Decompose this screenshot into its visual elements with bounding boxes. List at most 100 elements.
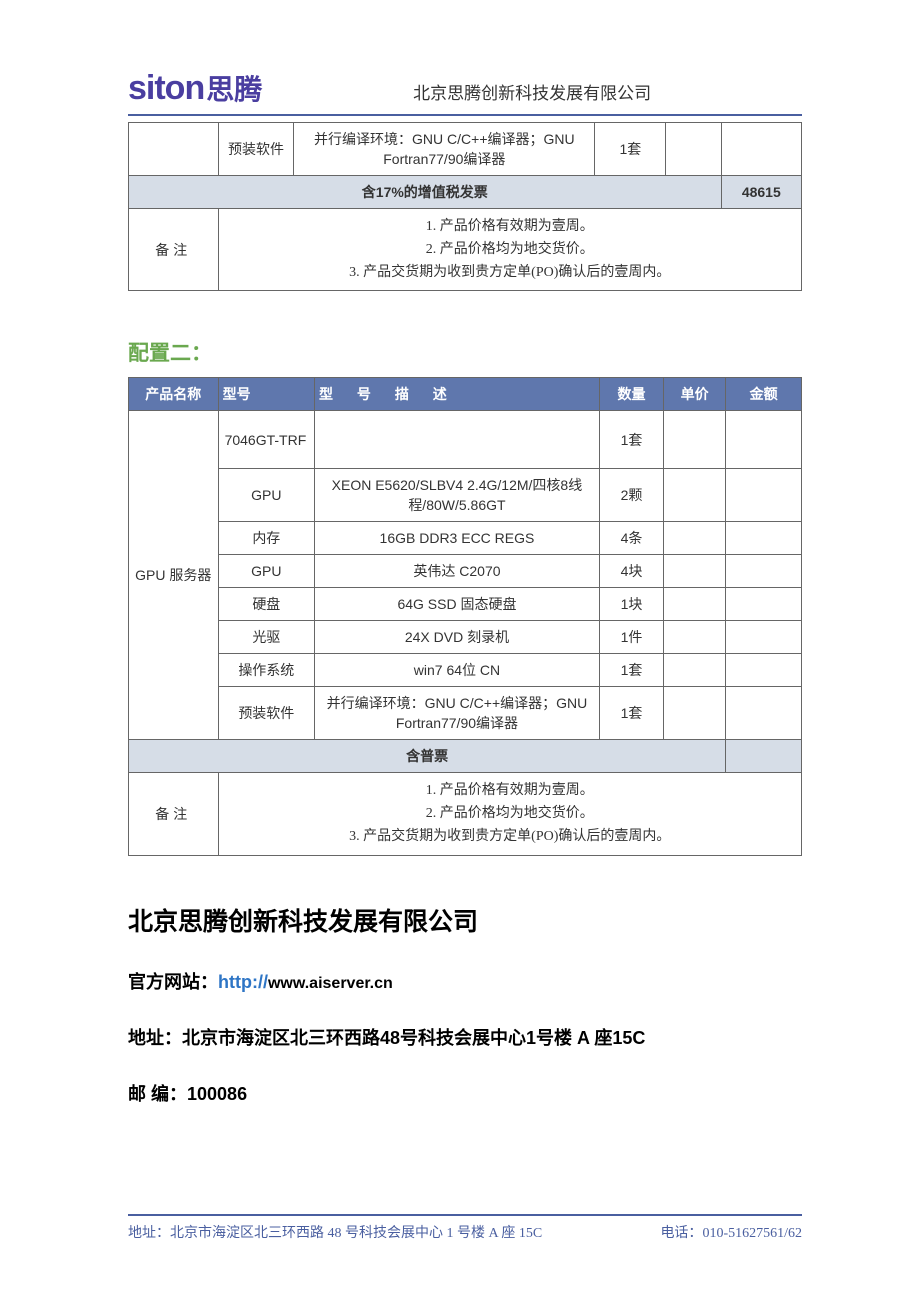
th-desc: 型 号 描 述 [315, 378, 600, 411]
cell-price [664, 588, 726, 621]
cell-component: 预装软件 [218, 123, 294, 176]
section-title-config2: 配置二： [128, 337, 802, 367]
cell-product-name: GPU 服务器 [129, 411, 219, 740]
table-row: 预装软件并行编译环境：GNU C/C++编译器；GNU Fortran77/90… [129, 687, 802, 740]
th-model: 型号 [218, 378, 314, 411]
company-info-block: 北京思腾创新科技发展有限公司 官方网站：http://www.aiserver.… [128, 902, 802, 1106]
remarks-row: 备注 1. 产品价格有效期为壹周。 2. 产品价格均为地交货价。 3. 产品交货… [129, 209, 802, 291]
website-label: 官方网站： [128, 972, 218, 992]
remarks-row: 备注 1. 产品价格有效期为壹周。 2. 产品价格均为地交货价。 3. 产品交货… [129, 773, 802, 855]
cell-component: 内存 [218, 522, 314, 555]
address-line: 地址：北京市海淀区北三环西路48号科技会展中心1号楼 A 座15C [128, 1024, 802, 1050]
address-value: 北京市海淀区北三环西路48号科技会展中心1号楼 A 座15C [182, 1028, 645, 1048]
remark-line: 3. 产品交货期为收到贵方定单(PO)确认后的壹周内。 [223, 825, 797, 848]
cell-price [664, 469, 726, 522]
cell-qty: 1块 [599, 588, 663, 621]
cell-price [664, 654, 726, 687]
cell-qty: 1套 [595, 123, 666, 176]
cell-amount [726, 411, 802, 469]
cell-qty: 4块 [599, 555, 663, 588]
footer-address: 地址：北京市海淀区北三环西路 48 号科技会展中心 1 号楼 A 座 15C [128, 1222, 660, 1242]
cell-price [664, 555, 726, 588]
logo-text-zh: 思腾 [206, 68, 262, 108]
th-amount: 金额 [726, 378, 802, 411]
website-domain: www.aiserver.cn [268, 975, 393, 992]
table-header-row: 产品名称 型号 型 号 描 述 数量 单价 金额 [129, 378, 802, 411]
logo: siton 思腾 [128, 68, 262, 108]
cell-qty: 2颗 [599, 469, 663, 522]
cell-amount [726, 621, 802, 654]
cell-qty: 1件 [599, 621, 663, 654]
logo-text-en: siton [128, 69, 204, 108]
remarks-body: 1. 产品价格有效期为壹周。 2. 产品价格均为地交货价。 3. 产品交货期为收… [218, 209, 801, 291]
cell-amount [726, 588, 802, 621]
table-row: GPUXEON E5620/SLBV4 2.4G/12M/四核8线程/80W/5… [129, 469, 802, 522]
remarks-label-cell: 备注 [129, 773, 219, 855]
remark-line: 2. 产品价格均为地交货价。 [223, 238, 797, 261]
invoice-label: 含普票 [129, 740, 726, 773]
cell-amount [726, 555, 802, 588]
header-company-name: 北京思腾创新科技发展有限公司 [262, 79, 802, 108]
table-row: 光驱24X DVD 刻录机1件 [129, 621, 802, 654]
cell-amount [726, 687, 802, 740]
address-label: 地址： [128, 1028, 182, 1048]
cell-qty: 4条 [599, 522, 663, 555]
cell-desc: 64G SSD 固态硬盘 [315, 588, 600, 621]
footer-tel: 电话：010-51627561/62 [660, 1222, 802, 1242]
table-row: GPU英伟达 C20704块 [129, 555, 802, 588]
cell-desc: 并行编译环境：GNU C/C++编译器；GNU Fortran77/90编译器 [294, 123, 595, 176]
remarks-label: 备注 [133, 240, 214, 260]
cell-price [664, 522, 726, 555]
cell-price [664, 411, 726, 469]
cell-desc: win7 64位 CN [315, 654, 600, 687]
quote-table-2: 产品名称 型号 型 号 描 述 数量 单价 金额 GPU 服务器7046GT-T… [128, 377, 802, 855]
website-line: 官方网站：http://www.aiserver.cn [128, 968, 802, 994]
cell-desc: 并行编译环境：GNU C/C++编译器；GNU Fortran77/90编译器 [315, 687, 600, 740]
postcode-line: 邮 编：100086 [128, 1080, 802, 1106]
remarks-body: 1. 产品价格有效期为壹周。 2. 产品价格均为地交货价。 3. 产品交货期为收… [218, 773, 801, 855]
cell-qty: 1套 [599, 654, 663, 687]
cell-desc: 英伟达 C2070 [315, 555, 600, 588]
table-row: 操作系统win7 64位 CN1套 [129, 654, 802, 687]
cell-component: 硬盘 [218, 588, 314, 621]
remark-line: 3. 产品交货期为收到贵方定单(PO)确认后的壹周内。 [223, 261, 797, 284]
invoice-total [726, 740, 802, 773]
invoice-row: 含普票 [129, 740, 802, 773]
cell-qty: 1套 [599, 687, 663, 740]
website-link[interactable]: http:// [218, 972, 268, 992]
page-footer: 地址：北京市海淀区北三环西路 48 号科技会展中心 1 号楼 A 座 15C 电… [128, 1214, 802, 1242]
cell-component: 光驱 [218, 621, 314, 654]
cell-amount [726, 522, 802, 555]
cell-component: 预装软件 [218, 687, 314, 740]
cell-amount [721, 123, 801, 176]
cell-component: GPU [218, 469, 314, 522]
th-qty: 数量 [599, 378, 663, 411]
page-header: siton 思腾 北京思腾创新科技发展有限公司 [128, 68, 802, 116]
cell-product [129, 123, 219, 176]
cell-amount [726, 469, 802, 522]
remark-line: 1. 产品价格有效期为壹周。 [223, 779, 797, 802]
cell-price [664, 621, 726, 654]
table-row: GPU 服务器7046GT-TRF1套 [129, 411, 802, 469]
cell-desc [315, 411, 600, 469]
table-row: 内存16GB DDR3 ECC REGS4条 [129, 522, 802, 555]
remark-line: 2. 产品价格均为地交货价。 [223, 802, 797, 825]
cell-component: GPU [218, 555, 314, 588]
invoice-row: 含17%的增值税发票 48615 [129, 176, 802, 209]
invoice-label: 含17%的增值税发票 [129, 176, 722, 209]
table-row: 预装软件 并行编译环境：GNU C/C++编译器；GNU Fortran77/9… [129, 123, 802, 176]
cell-desc: XEON E5620/SLBV4 2.4G/12M/四核8线程/80W/5.86… [315, 469, 600, 522]
company-name: 北京思腾创新科技发展有限公司 [128, 902, 802, 938]
table-row: 硬盘64G SSD 固态硬盘1块 [129, 588, 802, 621]
cell-desc: 24X DVD 刻录机 [315, 621, 600, 654]
cell-price [664, 687, 726, 740]
remark-line: 1. 产品价格有效期为壹周。 [223, 215, 797, 238]
cell-qty: 1套 [599, 411, 663, 469]
th-name: 产品名称 [129, 378, 219, 411]
th-price: 单价 [664, 378, 726, 411]
cell-amount [726, 654, 802, 687]
postcode-label: 邮 编： [128, 1084, 187, 1104]
postcode-value: 100086 [187, 1084, 247, 1104]
cell-component: 操作系统 [218, 654, 314, 687]
cell-desc: 16GB DDR3 ECC REGS [315, 522, 600, 555]
